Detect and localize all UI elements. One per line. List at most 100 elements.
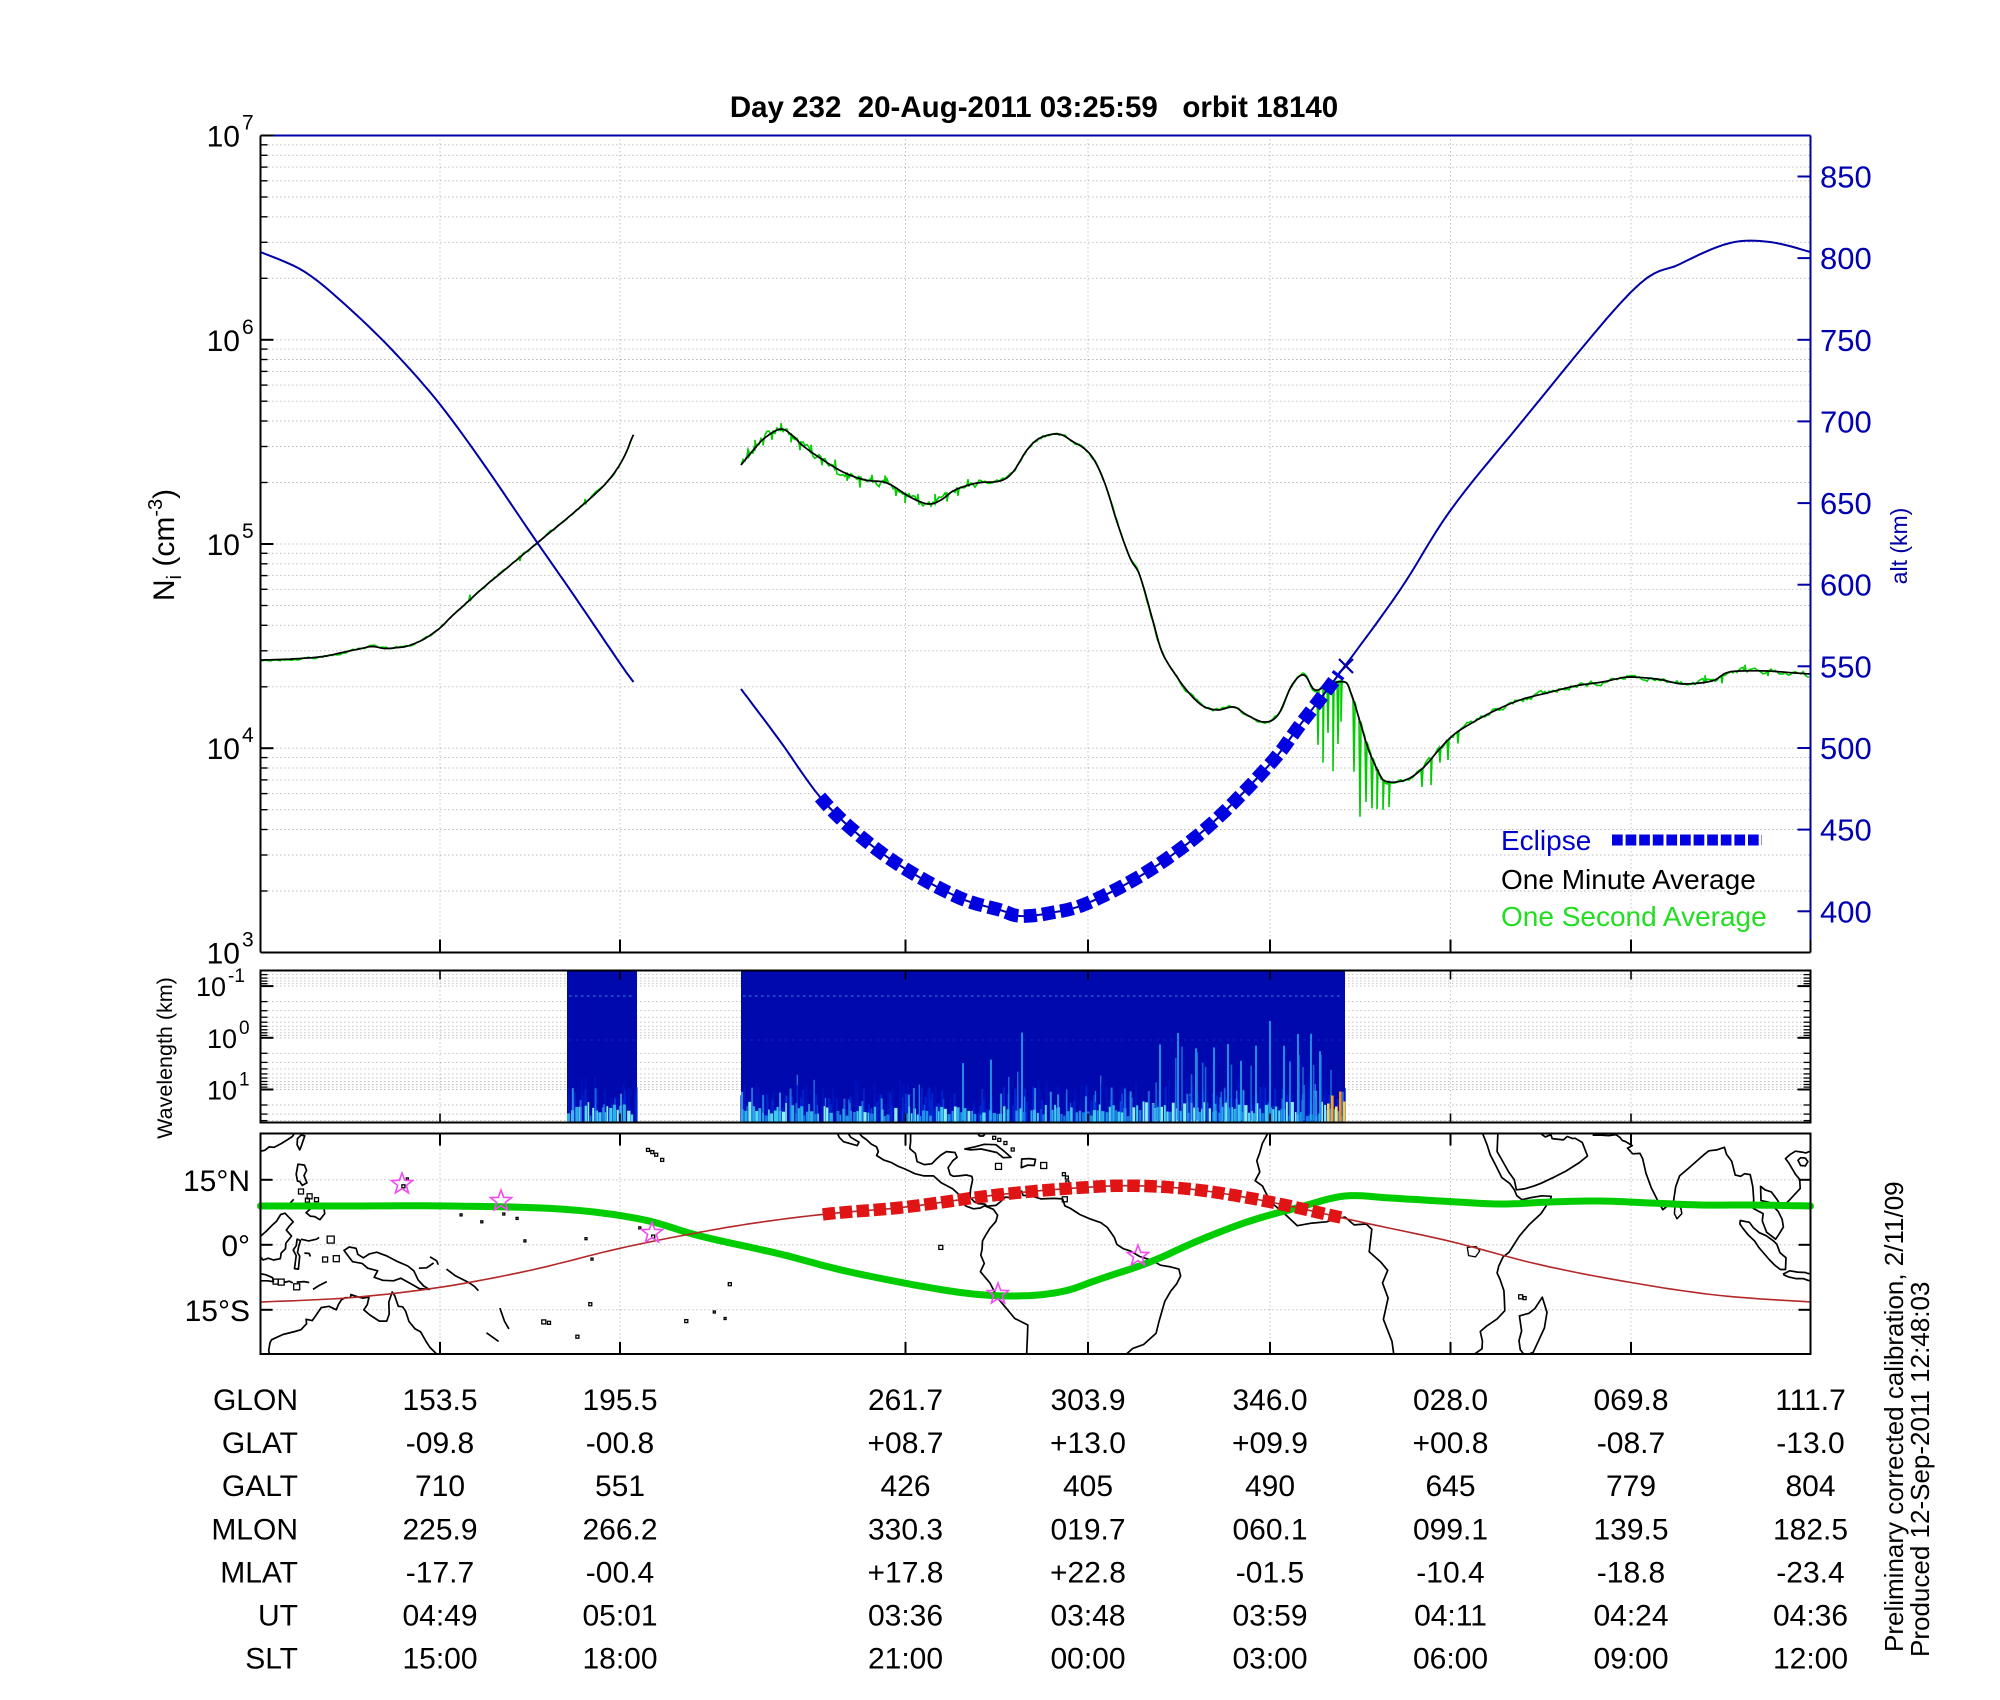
svg-text:One Minute Average: One Minute Average bbox=[1501, 864, 1756, 895]
svg-text:03:00: 03:00 bbox=[1232, 1643, 1307, 1676]
svg-text:+08.7: +08.7 bbox=[868, 1427, 944, 1460]
svg-text:028.0: 028.0 bbox=[1413, 1384, 1488, 1417]
svg-text:060.1: 060.1 bbox=[1232, 1513, 1307, 1546]
svg-text:06:00: 06:00 bbox=[1413, 1643, 1488, 1676]
svg-text:800: 800 bbox=[1820, 241, 1872, 276]
svg-text:500: 500 bbox=[1820, 731, 1872, 766]
svg-text:600: 600 bbox=[1820, 568, 1872, 603]
svg-text:6: 6 bbox=[242, 316, 254, 339]
svg-text:-1: -1 bbox=[228, 966, 245, 987]
svg-text:10: 10 bbox=[196, 972, 226, 1002]
svg-text:10: 10 bbox=[207, 529, 240, 562]
svg-text:10: 10 bbox=[207, 733, 240, 766]
svg-text:MLON: MLON bbox=[211, 1513, 298, 1546]
svg-text:426: 426 bbox=[880, 1470, 930, 1503]
svg-text:Day 232 20-Aug-2011 03:25:59: Day 232 20-Aug-2011 03:25:59 orbit 18140 bbox=[730, 91, 1338, 124]
svg-text:069.8: 069.8 bbox=[1593, 1384, 1668, 1417]
svg-text:+00.8: +00.8 bbox=[1413, 1427, 1489, 1460]
svg-text:GLAT: GLAT bbox=[222, 1427, 298, 1460]
svg-text:15°S: 15°S bbox=[185, 1295, 250, 1328]
svg-text:+17.8: +17.8 bbox=[868, 1556, 944, 1589]
svg-text:139.5: 139.5 bbox=[1593, 1513, 1668, 1546]
svg-text:00:00: 00:00 bbox=[1050, 1643, 1125, 1676]
svg-text:645: 645 bbox=[1425, 1470, 1475, 1503]
svg-text:111.7: 111.7 bbox=[1775, 1384, 1846, 1417]
svg-text:-13.0: -13.0 bbox=[1776, 1427, 1844, 1460]
svg-text:03:59: 03:59 bbox=[1232, 1600, 1307, 1633]
svg-text:099.1: 099.1 bbox=[1413, 1513, 1488, 1546]
svg-text:303.9: 303.9 bbox=[1050, 1384, 1125, 1417]
svg-text:10: 10 bbox=[207, 121, 240, 154]
svg-text:alt (km): alt (km) bbox=[1886, 508, 1912, 585]
svg-text:750: 750 bbox=[1820, 323, 1872, 358]
svg-text:0: 0 bbox=[239, 1018, 250, 1039]
svg-text:MLAT: MLAT bbox=[220, 1556, 298, 1589]
svg-text:04:24: 04:24 bbox=[1593, 1600, 1668, 1633]
svg-text:-01.5: -01.5 bbox=[1236, 1556, 1304, 1589]
svg-text:550: 550 bbox=[1820, 649, 1872, 684]
svg-text:-17.7: -17.7 bbox=[406, 1556, 474, 1589]
svg-text:UT: UT bbox=[258, 1600, 298, 1633]
svg-text:03:48: 03:48 bbox=[1050, 1600, 1125, 1633]
svg-text:10: 10 bbox=[207, 1024, 237, 1054]
svg-text:04:49: 04:49 bbox=[402, 1600, 477, 1633]
svg-text:-00.8: -00.8 bbox=[586, 1427, 654, 1460]
svg-text:7: 7 bbox=[242, 112, 254, 135]
svg-text:-00.4: -00.4 bbox=[586, 1556, 654, 1589]
svg-text:12:00: 12:00 bbox=[1773, 1643, 1848, 1676]
svg-text:-23.4: -23.4 bbox=[1776, 1556, 1844, 1589]
svg-text:0°: 0° bbox=[221, 1230, 250, 1263]
svg-text:One Second Average: One Second Average bbox=[1501, 901, 1767, 932]
svg-text:225.9: 225.9 bbox=[402, 1513, 477, 1546]
svg-text:Wavelength (km): Wavelength (km) bbox=[153, 977, 177, 1139]
svg-text:4: 4 bbox=[242, 724, 254, 747]
svg-text:779: 779 bbox=[1606, 1470, 1656, 1503]
svg-text:GALT: GALT bbox=[222, 1470, 298, 1503]
svg-text:Produced 12-Sep-2011 12:48:03: Produced 12-Sep-2011 12:48:03 bbox=[1905, 1282, 1935, 1657]
svg-text:5: 5 bbox=[242, 520, 254, 543]
svg-text:450: 450 bbox=[1820, 813, 1872, 848]
svg-text:490: 490 bbox=[1245, 1470, 1295, 1503]
svg-text:1: 1 bbox=[239, 1070, 250, 1091]
svg-text:400: 400 bbox=[1820, 894, 1872, 929]
svg-text:10: 10 bbox=[207, 1076, 237, 1106]
svg-text:266.2: 266.2 bbox=[582, 1513, 657, 1546]
svg-text:405: 405 bbox=[1063, 1470, 1113, 1503]
svg-text:03:36: 03:36 bbox=[868, 1600, 943, 1633]
svg-text:15°N: 15°N bbox=[183, 1165, 250, 1198]
svg-text:182.5: 182.5 bbox=[1773, 1513, 1848, 1546]
svg-text:+22.8: +22.8 bbox=[1050, 1556, 1126, 1589]
svg-text:04:36: 04:36 bbox=[1773, 1600, 1848, 1633]
svg-text:-10.4: -10.4 bbox=[1416, 1556, 1484, 1589]
svg-text:261.7: 261.7 bbox=[868, 1384, 943, 1417]
svg-text:SLT: SLT bbox=[245, 1643, 298, 1676]
svg-text:3: 3 bbox=[242, 929, 254, 952]
svg-text:+13.0: +13.0 bbox=[1050, 1427, 1126, 1460]
svg-text:10: 10 bbox=[207, 938, 240, 971]
svg-text:-18.8: -18.8 bbox=[1597, 1556, 1665, 1589]
svg-text:+09.9: +09.9 bbox=[1232, 1427, 1308, 1460]
svg-text:Preliminary corrected calibrat: Preliminary corrected calibration, 2/11/… bbox=[1879, 1181, 1909, 1652]
svg-text:551: 551 bbox=[595, 1470, 645, 1503]
svg-text:710: 710 bbox=[415, 1470, 465, 1503]
svg-text:195.5: 195.5 bbox=[582, 1384, 657, 1417]
svg-text:700: 700 bbox=[1820, 404, 1872, 439]
svg-text:Eclipse: Eclipse bbox=[1501, 825, 1591, 856]
svg-text:-09.8: -09.8 bbox=[406, 1427, 474, 1460]
svg-text:10: 10 bbox=[207, 325, 240, 358]
svg-text:330.3: 330.3 bbox=[868, 1513, 943, 1546]
svg-text:850: 850 bbox=[1820, 160, 1872, 195]
svg-text:09:00: 09:00 bbox=[1593, 1643, 1668, 1676]
svg-text:650: 650 bbox=[1820, 486, 1872, 521]
svg-text:153.5: 153.5 bbox=[402, 1384, 477, 1417]
svg-text:346.0: 346.0 bbox=[1232, 1384, 1307, 1417]
svg-text:019.7: 019.7 bbox=[1050, 1513, 1125, 1546]
svg-text:-08.7: -08.7 bbox=[1597, 1427, 1665, 1460]
svg-text:05:01: 05:01 bbox=[582, 1600, 657, 1633]
svg-text:21:00: 21:00 bbox=[868, 1643, 943, 1676]
svg-text:18:00: 18:00 bbox=[582, 1643, 657, 1676]
svg-text:Ni (cm-3): Ni (cm-3) bbox=[145, 489, 186, 601]
svg-text:804: 804 bbox=[1785, 1470, 1835, 1503]
svg-text:04:11: 04:11 bbox=[1414, 1600, 1487, 1633]
svg-text:15:00: 15:00 bbox=[402, 1643, 477, 1676]
